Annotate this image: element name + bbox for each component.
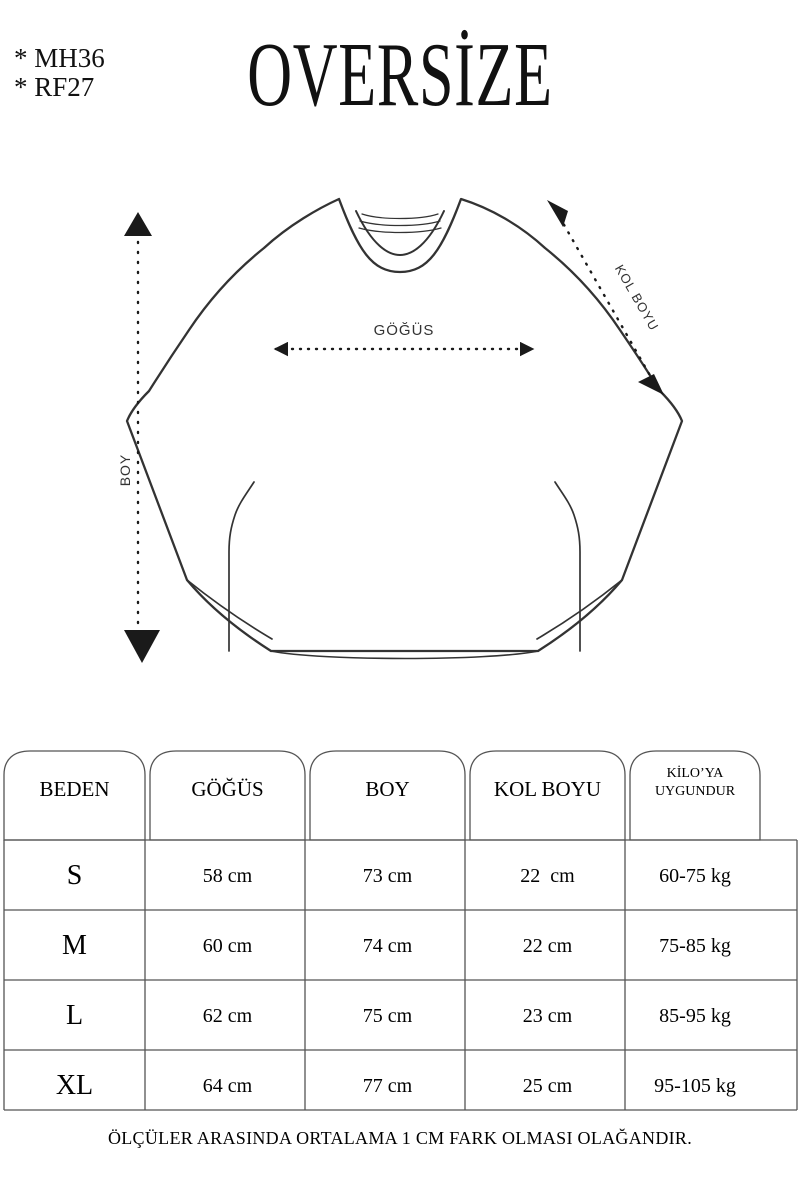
svg-text:GÖĞÜS: GÖĞÜS [374,321,435,339]
svg-text:BOY: BOY [117,454,133,487]
svg-text:KOL BOYU: KOL BOYU [612,262,662,334]
